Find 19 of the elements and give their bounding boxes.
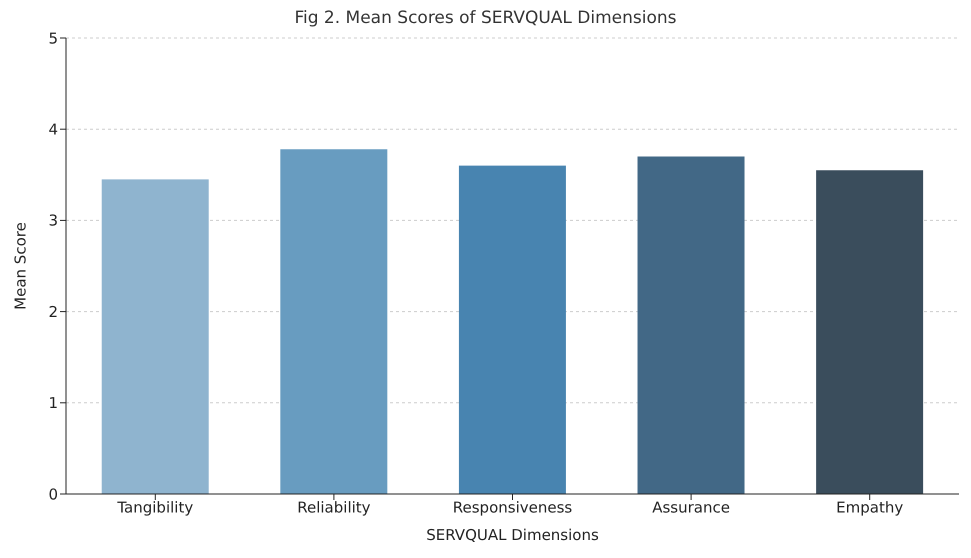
x-tick-label: Empathy xyxy=(836,498,904,517)
y-axis-title: Mean Score xyxy=(11,222,30,310)
y-tick-label: 5 xyxy=(48,29,58,48)
x-tick-label: Reliability xyxy=(297,498,371,517)
bar xyxy=(638,156,745,494)
bar xyxy=(816,170,924,494)
y-tick-label: 2 xyxy=(48,302,58,321)
bar xyxy=(280,149,388,494)
x-tick-label: Responsiveness xyxy=(452,498,572,517)
y-tick-label: 3 xyxy=(48,212,58,230)
bar xyxy=(102,179,209,494)
chart-title: Fig 2. Mean Scores of SERVQUAL Dimensions xyxy=(293,8,678,30)
bar xyxy=(458,166,566,494)
y-tick-label: 1 xyxy=(48,394,58,412)
x-tick-label: Tangibility xyxy=(116,498,194,517)
y-tick-label: 0 xyxy=(48,485,58,504)
y-tick-label: 4 xyxy=(48,120,58,139)
x-tick-label: Assurance xyxy=(652,498,730,517)
x-axis-title: SERVQUAL Dimensions xyxy=(426,526,599,544)
